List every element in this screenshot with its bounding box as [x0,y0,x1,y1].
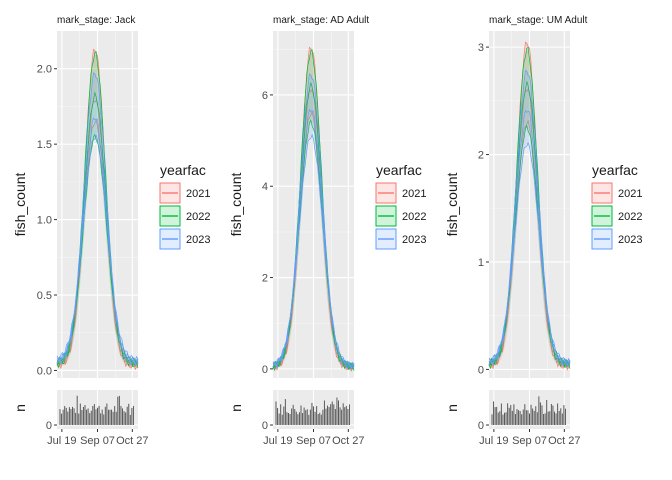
legend-label-2023: 2023 [186,234,210,246]
y-tick-label: 6 [262,90,268,102]
x-tick-label: Oct 27 [548,435,580,447]
series-line-2023 [272,108,355,370]
y-tick-label: 2.0 [37,64,52,76]
y-axis-label: fish_count [228,172,244,236]
panel-title: mark_stage: UM Adult [489,15,588,26]
y-axis-label: fish_count [12,172,28,236]
ribbon-2021 [489,41,570,368]
series-line-2023 [56,117,139,365]
facet-panel-1: mark_stage: AD Adult 0 2 4 6 fish_count 0 n Jul … [228,15,426,447]
legend-label-2021: 2021 [618,188,642,200]
legend-label-2023: 2023 [402,234,426,246]
legend-title: yearfac [160,162,206,178]
legend-title: yearfac [592,162,638,178]
y-tick-label: 0 [478,364,484,376]
panel-title: mark_stage: AD Adult [273,15,369,26]
x-tick-label: Jul 19 [263,435,292,447]
rug-y-tick-label: 0 [46,420,52,432]
rug-axis-label: n [444,404,460,412]
ribbon-2023 [273,74,354,367]
legend-label-2022: 2022 [618,211,642,223]
y-tick-label: 0.5 [37,290,52,302]
series-line-2021 [488,88,571,369]
panel-title: mark_stage: Jack [57,15,136,26]
rug-axis-label: n [228,404,244,412]
y-tick-label: 2 [262,273,268,285]
y-tick-label: 1.5 [37,139,52,151]
y-axis-label: fish_count [444,172,460,236]
series-line-2023 [272,133,355,368]
series-line-2023 [56,134,139,363]
legend-title: yearfac [376,162,422,178]
facet-panel-0: mark_stage: Jack 0.0 0.5 1.0 1.5 2.0 fish_coun… [12,15,210,447]
series-line-2023 [488,109,571,367]
rug-y-tick-label: 0 [478,420,484,432]
ribbon-2023 [57,73,138,365]
x-tick-label: Sep 07 [512,435,547,447]
y-tick-label: 1.0 [37,215,52,227]
y-tick-label: 0.0 [37,365,52,377]
x-tick-label: Sep 07 [296,435,331,447]
legend-label-2021: 2021 [186,188,210,200]
rug-y-tick-label: 0 [262,420,268,432]
series-line-2021 [56,99,139,368]
rug-axis-label: n [12,404,28,412]
y-tick-label: 0 [262,364,268,376]
y-tick-label: 4 [262,181,268,193]
x-tick-label: Oct 27 [116,435,148,447]
x-tick-label: Oct 27 [332,435,364,447]
x-tick-label: Jul 19 [479,435,508,447]
facet-panel-2: mark_stage: UM Adult 0 1 2 3 fish_count 0 n Jul … [444,15,642,447]
legend-label-2022: 2022 [186,211,210,223]
legend-label-2023: 2023 [618,234,642,246]
x-tick-label: Sep 07 [80,435,115,447]
legend-label-2022: 2022 [402,211,426,223]
y-tick-label: 3 [478,42,484,54]
x-tick-label: Jul 19 [47,435,76,447]
y-tick-label: 1 [478,257,484,269]
y-tick-label: 2 [478,150,484,162]
legend-label-2021: 2021 [402,188,426,200]
series-line-2021 [272,88,355,371]
series-line-2023 [488,141,571,365]
